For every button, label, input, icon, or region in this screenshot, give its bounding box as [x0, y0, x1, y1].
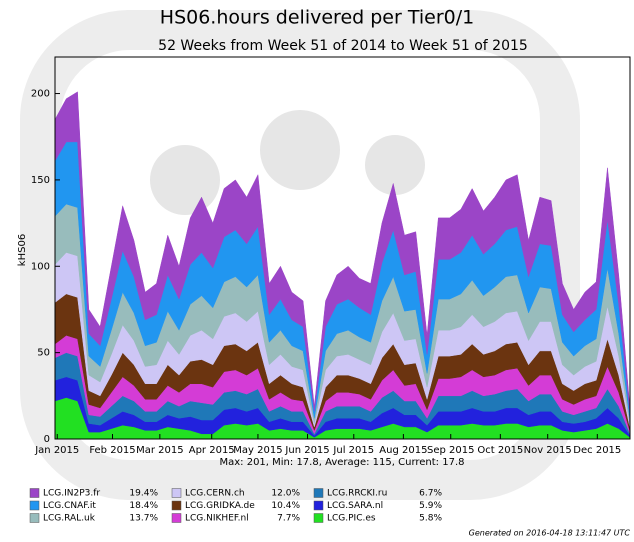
legend-label: LCG.NIKHEF.nl [185, 514, 249, 524]
legend-swatch [29, 513, 40, 523]
x-tick-label: Jul 2015 [332, 445, 374, 456]
plot-frame [54, 56, 631, 440]
x-tick-label: Jun 2015 [284, 445, 329, 456]
legend-label: LCG.CERN.ch [185, 489, 245, 499]
x-tick-label: Aug 2015 [379, 445, 427, 456]
x-tick-label: Jan 2015 [34, 445, 79, 456]
x-tick-label: Apr 2015 [189, 445, 235, 456]
legend-share: 12.0% [271, 489, 300, 499]
legend-swatch [313, 513, 324, 523]
legend-swatch [29, 488, 40, 498]
legend-swatch [171, 500, 182, 511]
legend-label: LCG.RRCKI.ru [327, 489, 387, 499]
legend-share: 10.4% [271, 501, 300, 511]
stats: Max: 201, Min: 17.8, Average: 115, Curre… [219, 457, 464, 468]
legend-swatch [171, 513, 182, 523]
y-tick-label: 0 [44, 434, 50, 445]
legend-swatch [313, 500, 324, 511]
legend-share: 18.4% [129, 501, 158, 511]
y-axis-label: kHS06 [17, 234, 28, 266]
legend-label: LCG.IN2P3.fr [43, 489, 100, 499]
x-tick-label: Sep 2015 [427, 445, 474, 456]
legend-swatch [29, 500, 40, 511]
legend-swatch [313, 488, 324, 498]
x-tick-label: Mar 2015 [136, 445, 184, 456]
chart-title: HS06.hours delivered per Tier0/1 [160, 7, 474, 29]
x-tick-label: Oct 2015 [477, 445, 523, 456]
legend-label: LCG.SARA.nl [327, 501, 383, 511]
y-tick-label: 200 [31, 89, 50, 100]
chart-subtitle: 52 Weeks from Week 51 of 2014 to Week 51… [158, 38, 528, 54]
legend-share: 13.7% [129, 514, 158, 524]
x-tick-label: Feb 2015 [89, 445, 135, 456]
legend-label: LCG.PIC.es [327, 514, 376, 524]
legend-share: 5.9% [419, 501, 442, 511]
y-tick-label: 50 [37, 348, 50, 359]
x-tick-label: May 2015 [233, 445, 282, 456]
y-tick-label: 150 [31, 175, 50, 186]
legend-share: 7.7% [277, 514, 300, 524]
legend-swatch [171, 488, 182, 498]
footer: Generated on 2016-04-18 13:11:47 UTC [469, 529, 631, 538]
legend-share: 6.7% [419, 489, 442, 499]
legend-label: LCG.RAL.uk [43, 514, 96, 524]
x-tick-label: Dec 2015 [573, 445, 621, 456]
legend-share: 5.8% [419, 514, 442, 524]
legend-share: 19.4% [129, 489, 158, 499]
x-tick-label: Nov 2015 [524, 445, 572, 456]
y-tick-label: 100 [31, 261, 50, 272]
legend-label: LCG.GRIDKA.de [185, 501, 255, 511]
watermark [20, 10, 580, 500]
legend-label: LCG.CNAF.it [43, 501, 96, 511]
